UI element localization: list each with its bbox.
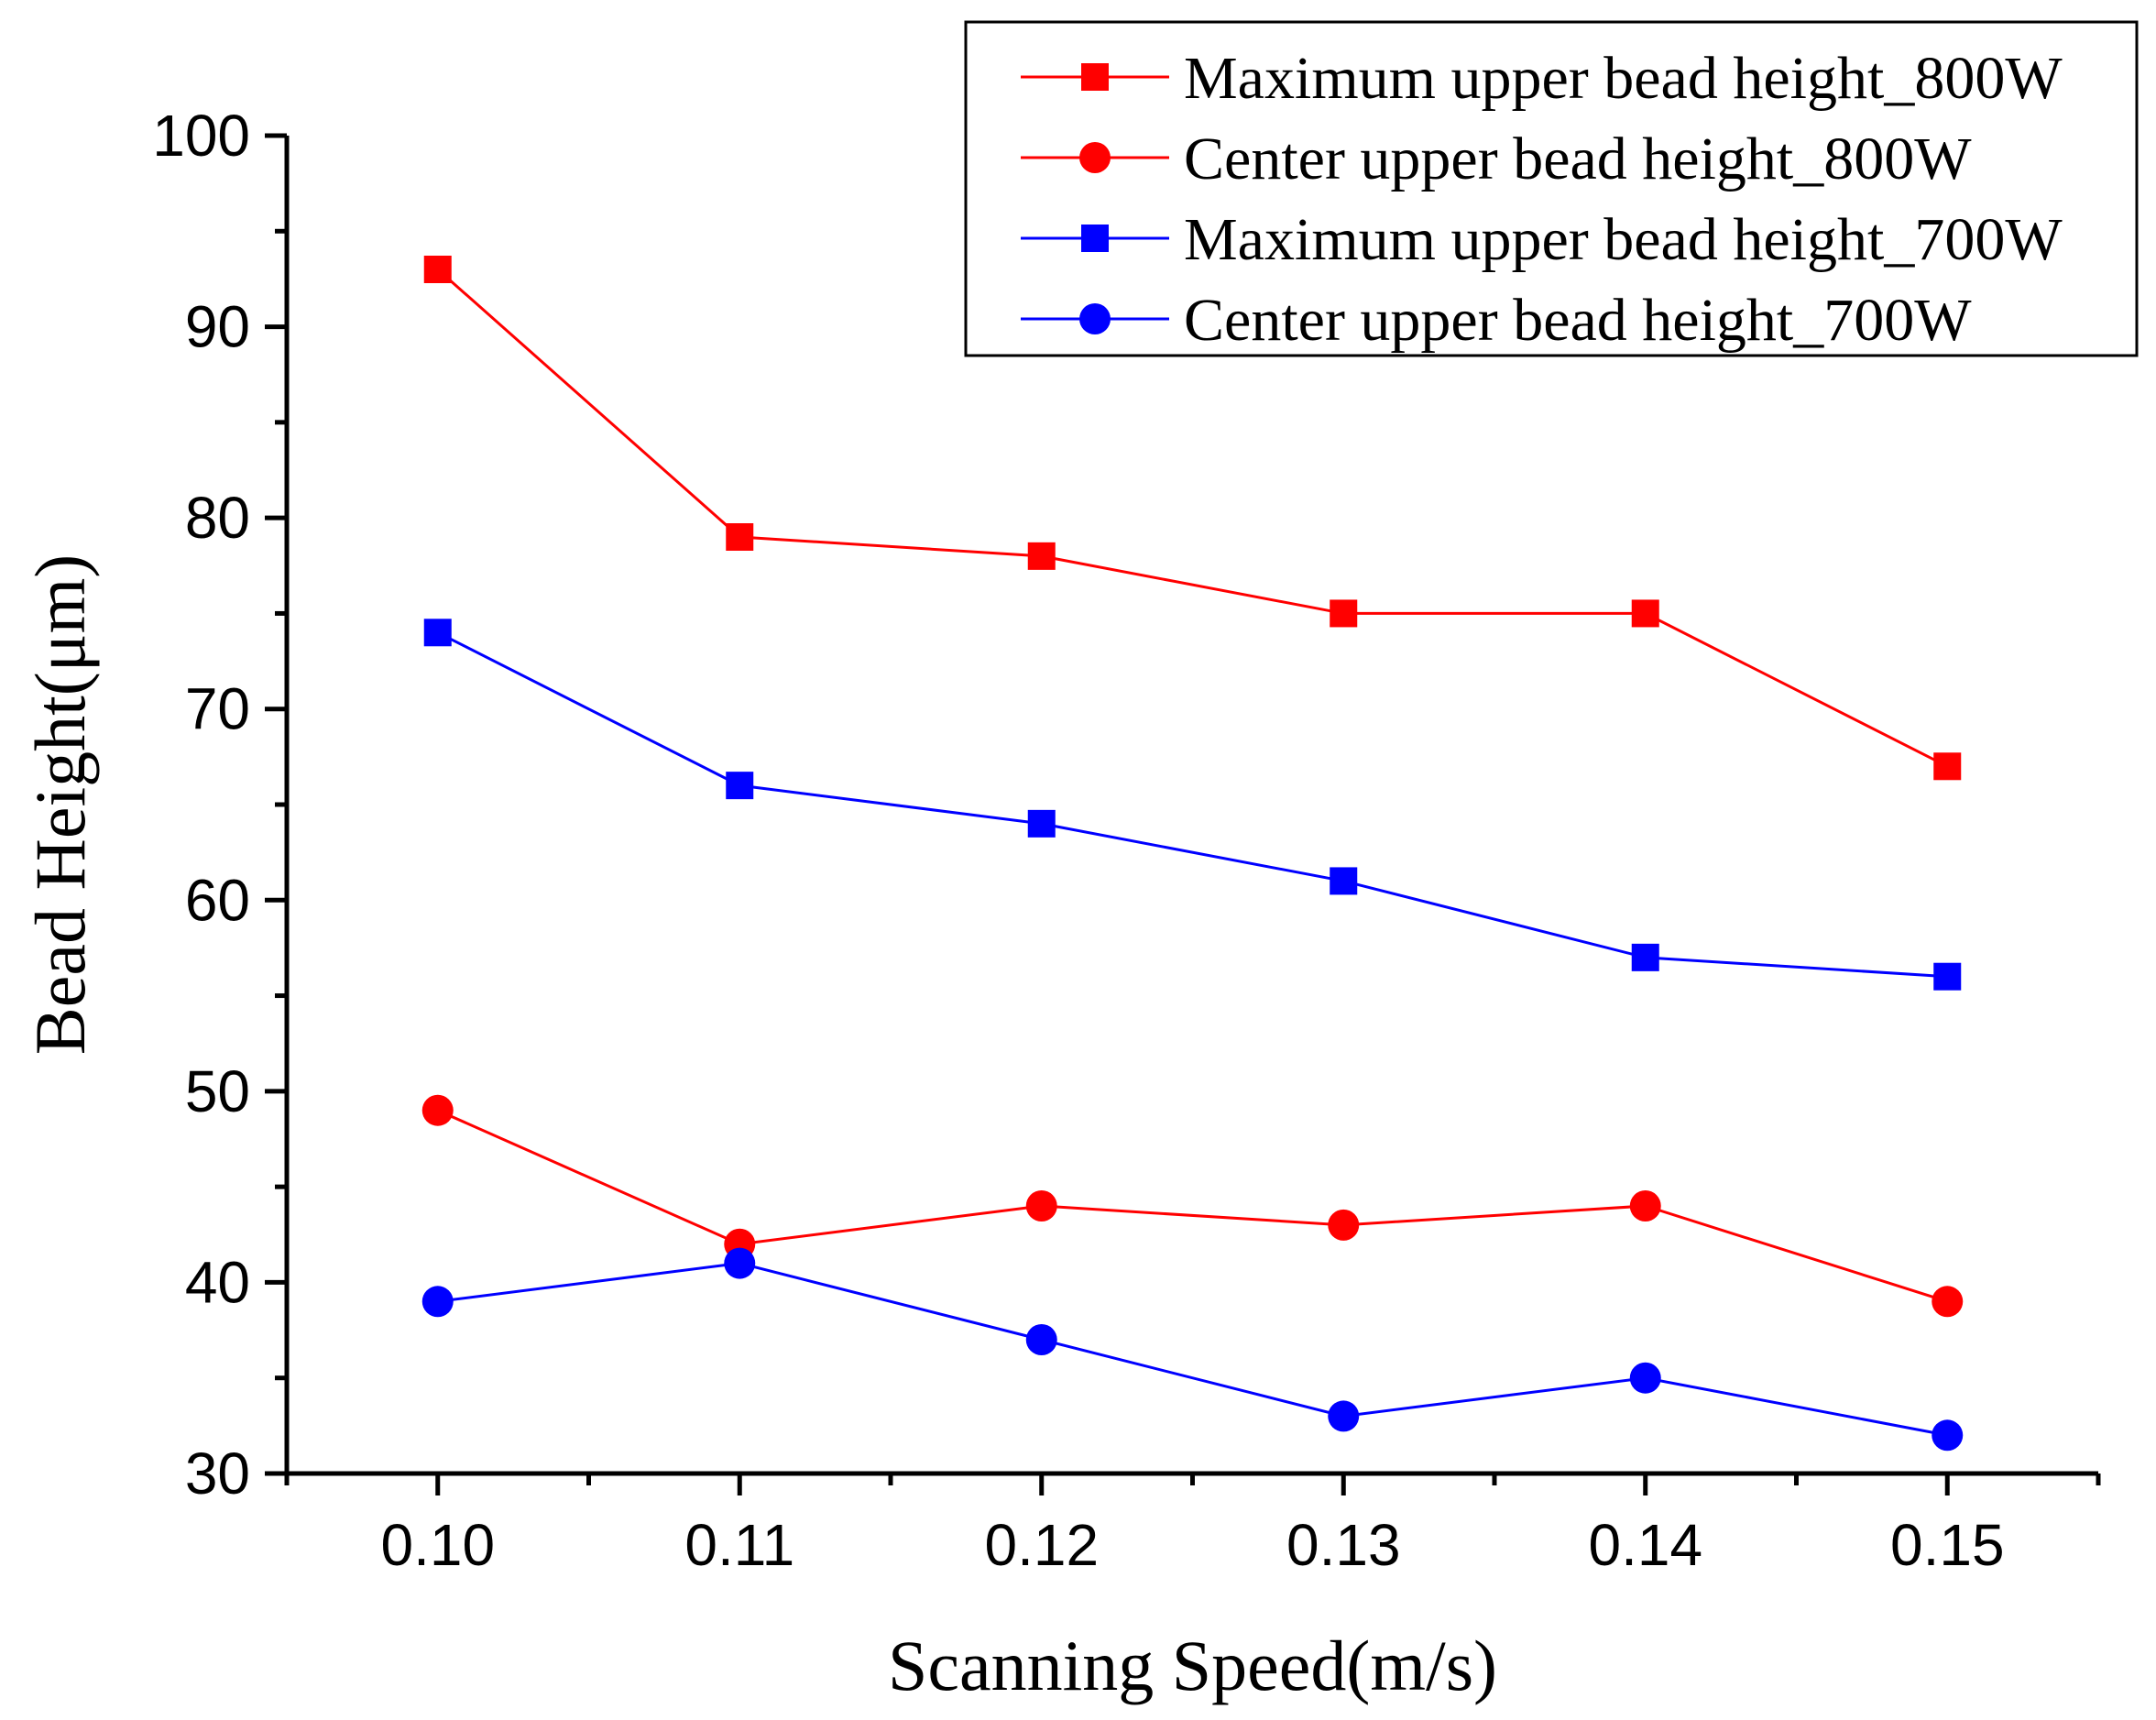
legend-marker-circle [1079,142,1111,173]
y-tick-label: 30 [185,1441,250,1506]
series-line [437,1109,1948,1303]
data-point-circle [724,1247,756,1279]
data-point-circle [1328,1400,1360,1432]
data-point-circle [421,1286,454,1318]
data-point-circle [1025,1324,1057,1355]
y-tick-label: 90 [185,294,250,360]
data-point-circle [1932,1286,1964,1318]
legend-label: Center upper bead height_800W [1184,126,1972,192]
legend-label: Maximum upper bead height_700W [1184,206,2063,273]
data-point-square [1631,943,1659,971]
data-point-circle [1025,1190,1057,1222]
legend-label: Maximum upper bead height_800W [1184,45,2063,112]
x-tick-label: 0.13 [1286,1512,1401,1578]
legend: Maximum upper bead height_800W Center upp… [964,20,2139,357]
legend-marker-circle [1079,303,1111,334]
data-point-circle [1328,1209,1360,1241]
series-1 [423,256,1962,781]
x-tick-label: 0.14 [1588,1512,1702,1578]
data-point-square [1933,752,1962,781]
y-tick-label: 80 [185,485,250,551]
legend-item: Maximum upper bead height_700W [1021,206,2063,273]
data-point-square [423,619,452,647]
data-point-square [423,256,452,283]
y-tick-label: 60 [185,867,250,933]
x-tick-label: 0.12 [984,1512,1099,1578]
series-2 [421,1094,1964,1318]
data-point-square [1027,809,1056,838]
x-tick-label: 0.10 [380,1512,495,1578]
legend-marker-square [1081,225,1109,252]
y-tick-label: 70 [185,676,250,742]
y-axis-title: Bead Height(μm) [20,554,100,1056]
data-point-square [1027,542,1056,570]
series-line [437,1262,1948,1437]
y-tick-label: 100 [152,103,250,169]
data-point-square [726,523,754,551]
data-point-square [1330,867,1358,895]
legend-label: Center upper bead height_700W [1184,287,1972,354]
series-line [437,630,1948,979]
legend-item: Center upper bead height_700W [1021,287,1972,354]
data-point-square [726,772,754,800]
data-point-circle [1629,1362,1661,1394]
data-point-circle [421,1094,454,1126]
series-4 [421,1247,1964,1452]
x-tick-label: 0.11 [684,1512,794,1578]
data-point-circle [1932,1419,1964,1452]
data-point-circle [1629,1190,1661,1222]
legend-item: Maximum upper bead height_800W [1021,45,2063,112]
data-point-square [1330,599,1358,628]
legend-marker-square [1081,63,1109,91]
x-axis-title: Scanning Speed(m/s) [888,1626,1497,1705]
legend-item: Center upper bead height_800W [1021,126,1972,192]
data-point-square [1933,962,1962,991]
x-tick-label: 0.15 [1890,1512,2005,1578]
series-3 [423,619,1962,991]
y-tick-label: 50 [185,1058,250,1124]
y-tick-label: 40 [185,1249,250,1315]
series-line [436,268,1948,768]
data-point-square [1631,599,1659,628]
series-layer [421,256,1964,1452]
axes: 30 40 50 60 70 80 90 100 0.10 0.11 0.12 0.13 0.14 0.1… [152,103,2101,1578]
